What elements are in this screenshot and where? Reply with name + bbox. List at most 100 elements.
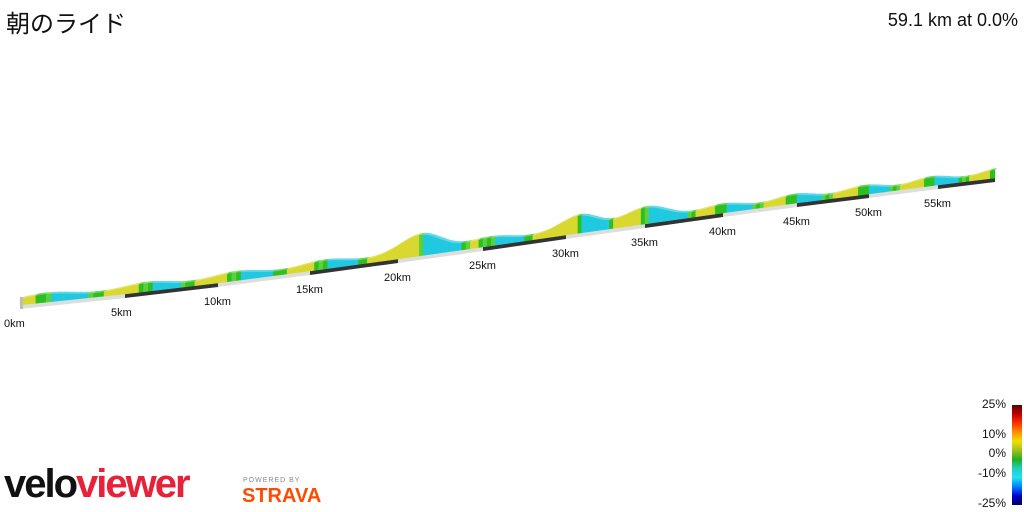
profile-segment-top: [236, 270, 243, 273]
profile-segment: [597, 218, 602, 231]
profile-segment: [741, 204, 746, 211]
profile-segment-top: [98, 289, 106, 293]
profile-segment-top: [910, 179, 916, 184]
profile-segment-top: [917, 177, 923, 181]
profile-segment-top: [573, 214, 580, 218]
profile-segment: [958, 177, 963, 183]
profile-segment: [993, 169, 996, 179]
profile-segment: [226, 272, 233, 283]
profile-segment: [98, 291, 105, 297]
profile-segment-top: [807, 193, 814, 196]
profile-segment-top: [741, 202, 748, 206]
profile-segment-top: [440, 237, 447, 241]
profile-segment-top: [190, 279, 197, 283]
distance-label: 55km: [924, 198, 951, 210]
profile-segment-top: [811, 193, 817, 196]
profile-segment-top: [310, 260, 317, 264]
profile-segment-top: [30, 293, 38, 297]
profile-segment-top: [245, 269, 253, 273]
profile-segment-top: [358, 257, 365, 261]
profile-segment: [414, 234, 420, 257]
profile-segment-top: [875, 184, 882, 187]
profile-segment: [636, 208, 642, 226]
profile-segment: [979, 172, 984, 181]
profile-segment: [440, 238, 445, 254]
profile-segment: [930, 177, 935, 187]
distance-label: 10km: [204, 296, 231, 308]
profile-segment: [770, 199, 775, 207]
profile-segment: [491, 237, 496, 247]
profile-segment-top: [119, 285, 127, 289]
profile-segment-top: [609, 217, 616, 221]
profile-segment: [605, 219, 610, 230]
profile-segment: [573, 215, 579, 235]
profile-segment: [217, 274, 223, 284]
profile-segment: [962, 177, 967, 183]
profile-segment-top: [566, 216, 572, 221]
profile-segment: [774, 198, 779, 207]
profile-segment: [668, 210, 673, 221]
profile-segment-top: [581, 213, 588, 216]
profile-segment: [309, 262, 315, 272]
profile-segment-top: [629, 209, 636, 214]
profile-segment-top: [241, 270, 248, 273]
profile-segment: [924, 178, 928, 188]
profile-segment-top: [951, 176, 958, 179]
distance-label: 20km: [384, 272, 411, 284]
distance-band: [797, 194, 869, 207]
profile-segment: [672, 211, 677, 221]
profile-segment-top: [737, 202, 744, 205]
profile-segment: [593, 217, 598, 232]
profile-segment: [796, 194, 801, 204]
profile-segment: [300, 264, 306, 273]
profile-segment-top: [695, 208, 702, 212]
profile-segment-top: [461, 240, 468, 244]
profile-segment: [934, 177, 939, 186]
distance-label: 40km: [709, 226, 736, 238]
profile-segment-top: [979, 170, 986, 174]
profile-segment-top: [380, 251, 387, 256]
strava-logo: STRAVA: [242, 485, 322, 507]
profile-segment: [906, 182, 911, 190]
profile-segment: [718, 204, 724, 214]
profile-segment-top: [944, 175, 951, 179]
profile-segment: [431, 235, 437, 255]
profile-segment-top: [962, 175, 968, 179]
profile-segment-top: [711, 204, 718, 208]
profile-segment: [436, 237, 441, 254]
profile-segment: [25, 296, 31, 305]
profile-segment: [691, 211, 696, 218]
profile-segment-top: [900, 183, 906, 186]
profile-segment: [847, 188, 852, 197]
profile-segment: [77, 293, 84, 300]
profile-segment-top: [896, 183, 903, 187]
veloviewer-logo: veloviewer: [4, 462, 191, 507]
profile-segment-top: [478, 237, 485, 240]
profile-segment: [782, 196, 787, 206]
profile-segment-top: [367, 255, 374, 259]
profile-segment-top: [323, 258, 330, 262]
activity-title: 朝のライド: [6, 10, 126, 38]
distance-band: [398, 247, 483, 263]
profile-segment-top: [125, 284, 132, 288]
profile-segment-top: [621, 213, 628, 217]
profile-segment-top: [993, 168, 997, 171]
gradient-legend-bar: [1012, 405, 1022, 505]
profile-segment-top: [349, 258, 356, 261]
profile-segment-top: [886, 184, 892, 187]
profile-segment-top: [660, 206, 667, 210]
profile-segment-top: [637, 206, 644, 211]
distance-band: [20, 294, 125, 309]
profile-segment-top: [549, 225, 556, 230]
profile-segment-top: [625, 211, 632, 216]
profile-segment: [652, 207, 657, 224]
profile-segment-top: [176, 281, 183, 284]
profile-segment: [499, 236, 504, 245]
profile-segment-top: [327, 258, 334, 261]
profile-segment-top: [171, 281, 179, 284]
profile-segment-top: [259, 270, 266, 273]
profile-segment: [800, 194, 805, 203]
profile-segment-top: [756, 201, 762, 205]
profile-segment: [565, 218, 571, 236]
profile-segment-top: [148, 281, 155, 284]
